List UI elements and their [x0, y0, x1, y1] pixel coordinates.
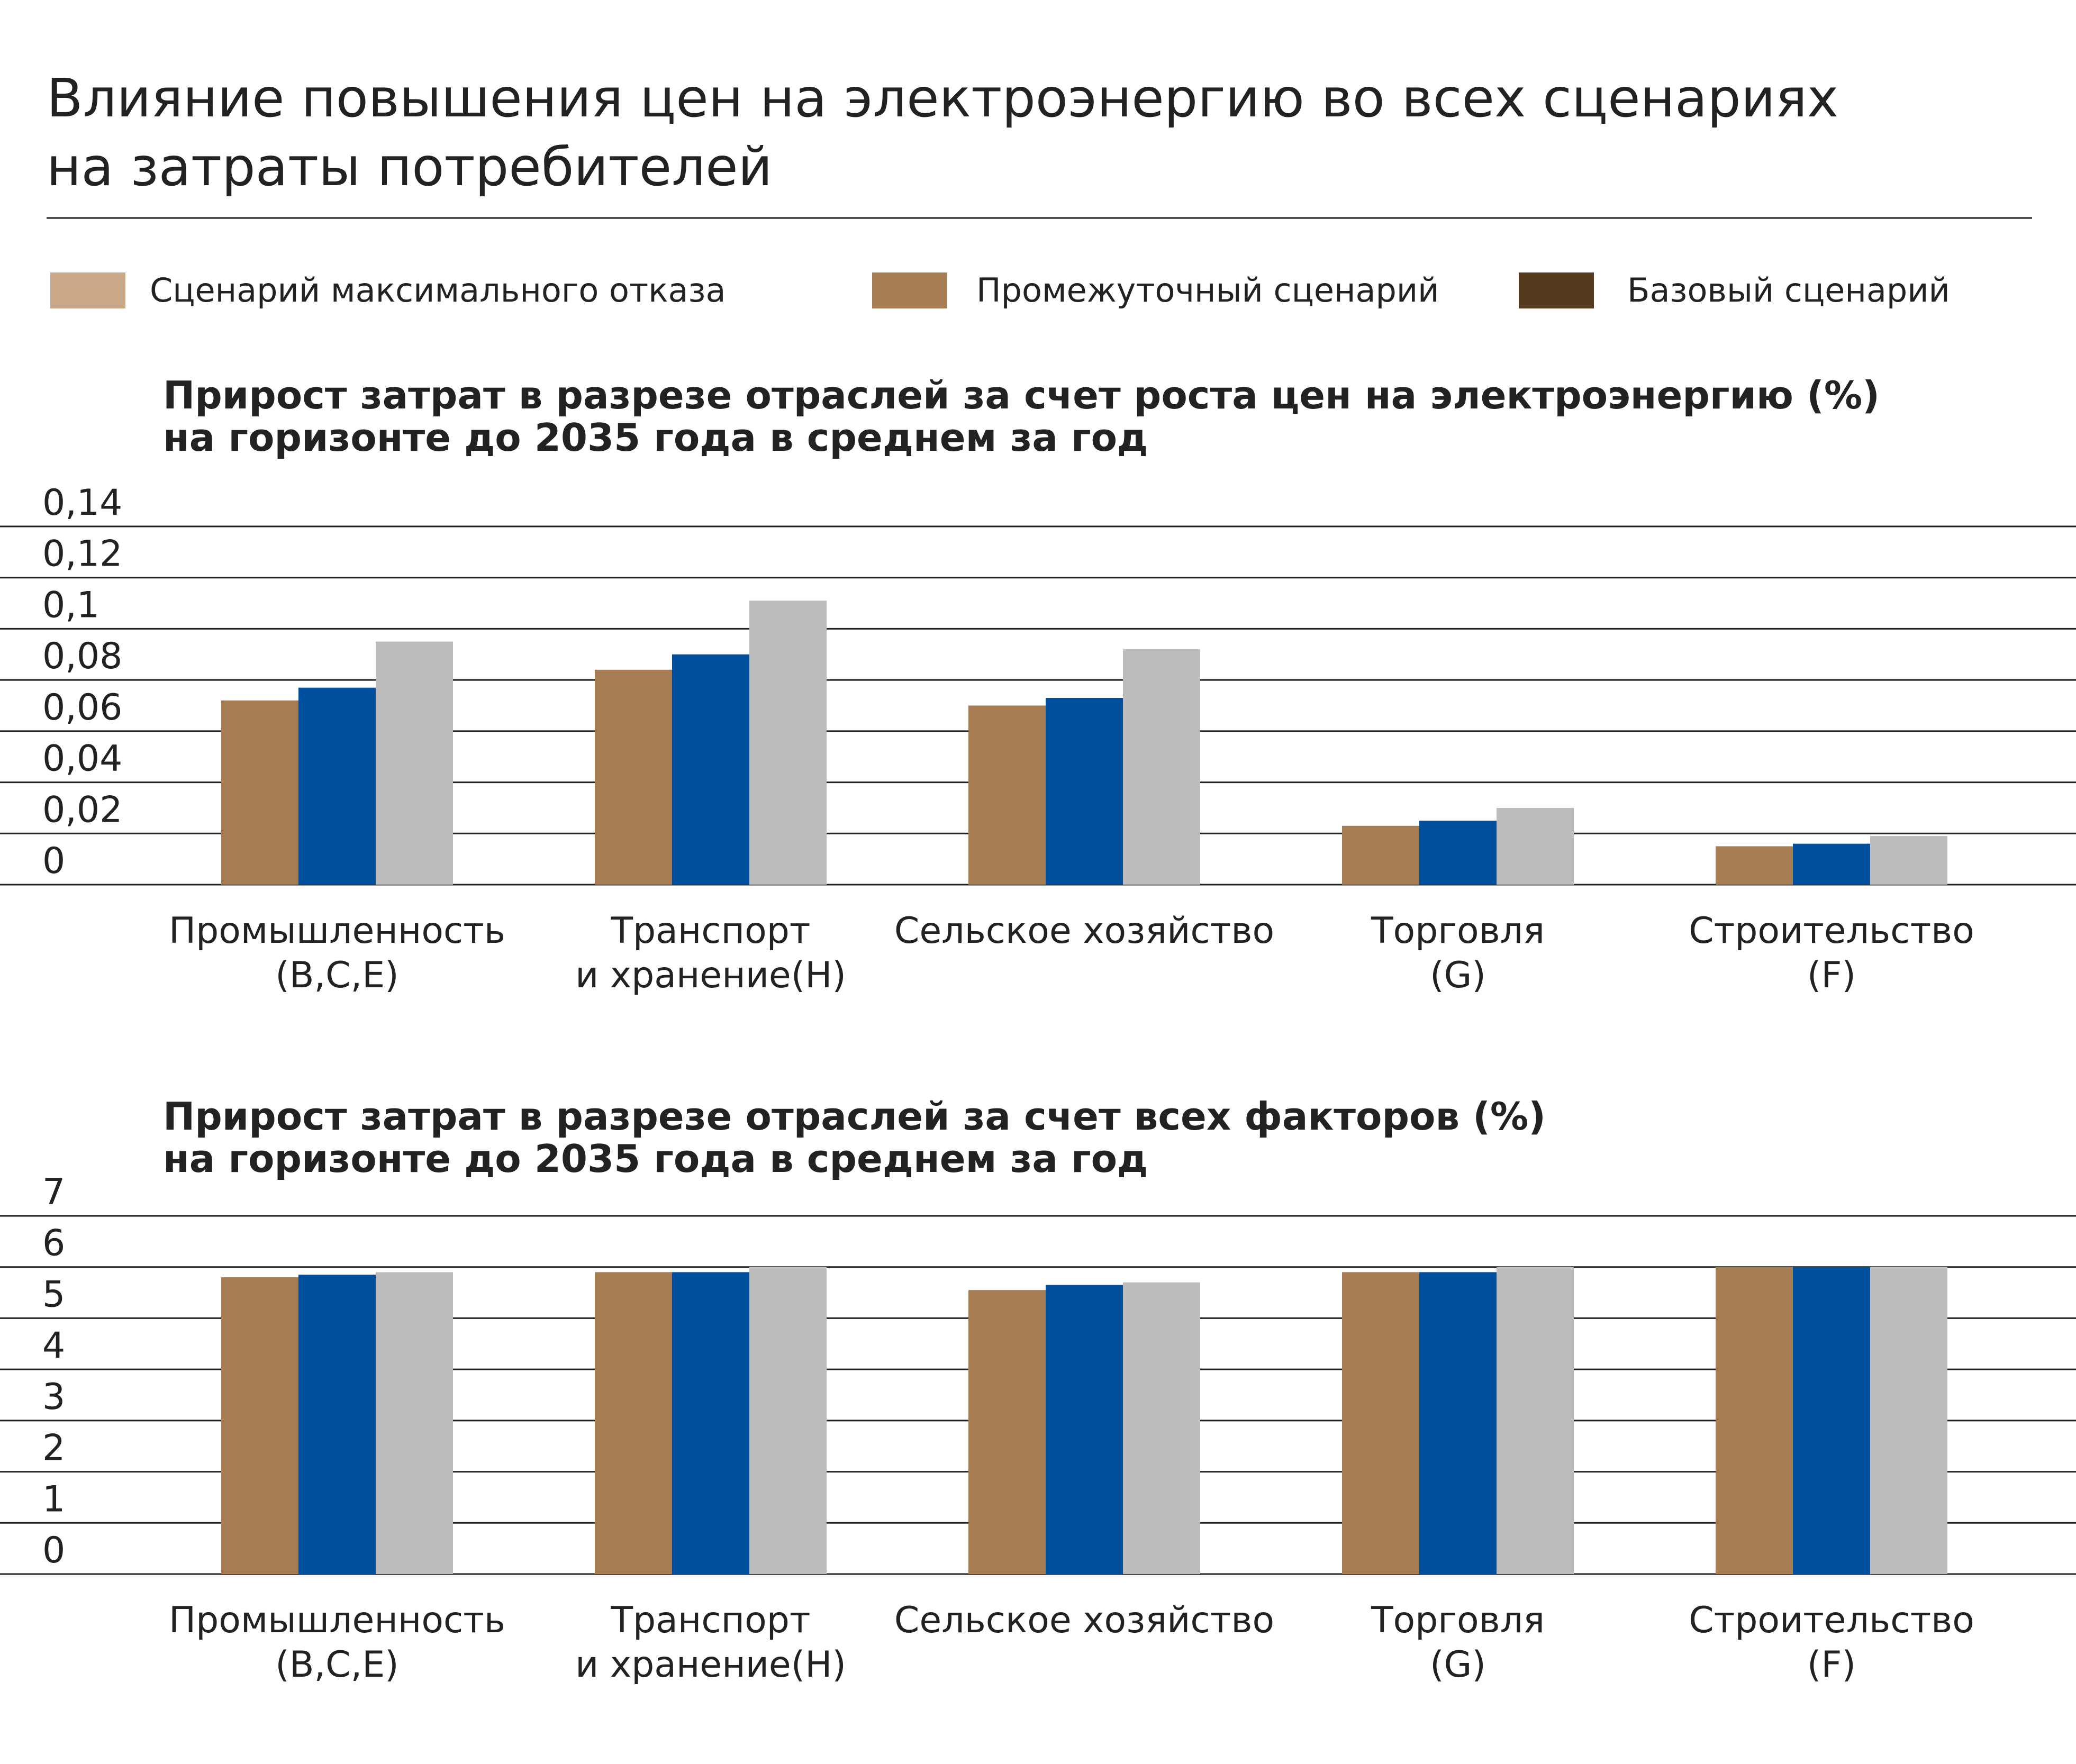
- x-tick-label: Транспорт: [610, 1599, 810, 1641]
- x-tick-label: Промышленность: [169, 910, 505, 952]
- bar: [221, 1277, 298, 1574]
- bar: [1419, 821, 1497, 885]
- x-tick-label: Сельское хозяйство: [894, 910, 1274, 952]
- main-title: Влияние повышения цен на электроэнергию …: [47, 67, 1838, 129]
- x-tick-label: Торговля: [1371, 910, 1545, 952]
- y-tick-label: 6: [42, 1223, 65, 1265]
- legend-swatch: [50, 272, 125, 308]
- bar: [968, 1290, 1046, 1574]
- bar: [1870, 1267, 1947, 1574]
- y-tick-label: 1: [42, 1478, 65, 1520]
- bar: [1497, 807, 1574, 885]
- y-tick-label: 5: [42, 1274, 65, 1315]
- bar: [1123, 1282, 1200, 1574]
- y-tick-label: 0,04: [42, 738, 122, 780]
- legend-swatch: [872, 272, 947, 308]
- x-tick-label: Транспорт: [610, 910, 810, 952]
- y-tick-label: 0: [42, 1530, 65, 1571]
- bar: [749, 601, 827, 885]
- legend-label: Промежуточный сценарий: [976, 271, 1439, 310]
- x-tick-label: (F): [1807, 1644, 1856, 1686]
- y-tick-label: 7: [42, 1171, 65, 1213]
- bar: [376, 641, 453, 885]
- chart-title: Прирост затрат в разрезе отраслей за сче…: [163, 373, 1880, 417]
- bar: [1716, 846, 1793, 885]
- y-tick-label: 2: [42, 1427, 65, 1469]
- bar: [1793, 1267, 1870, 1574]
- bar: [1793, 843, 1870, 885]
- x-tick-label: Торговля: [1371, 1599, 1545, 1641]
- bar: [1419, 1272, 1497, 1574]
- chart-title: на горизонте до 2035 года в среднем за г…: [163, 415, 1148, 460]
- bar: [1342, 825, 1419, 885]
- x-tick-label: Сельское хозяйство: [894, 1599, 1274, 1641]
- chart-title: на горизонте до 2035 года в среднем за г…: [163, 1136, 1148, 1181]
- x-tick-label: (B,C,E): [275, 1644, 398, 1686]
- y-tick-label: 4: [42, 1325, 65, 1367]
- bar: [1342, 1272, 1419, 1574]
- x-tick-label: Промышленность: [169, 1599, 505, 1641]
- bar: [1870, 836, 1947, 885]
- y-tick-label: 0,12: [42, 533, 122, 575]
- bar: [1046, 1285, 1123, 1574]
- y-tick-label: 0,08: [42, 635, 122, 677]
- bar: [595, 1272, 672, 1574]
- bar: [376, 1272, 453, 1574]
- x-tick-label: Строительство: [1689, 1599, 1974, 1641]
- legend-swatch: [1519, 272, 1594, 308]
- bar: [595, 669, 672, 885]
- x-tick-label: (G): [1430, 954, 1486, 996]
- y-tick-label: 3: [42, 1376, 65, 1418]
- chart-title: Прирост затрат в разрезе отраслей за сче…: [163, 1094, 1546, 1139]
- x-tick-label: (B,C,E): [275, 954, 398, 996]
- bar: [221, 700, 298, 885]
- bar: [1123, 649, 1200, 885]
- bar: [1716, 1267, 1793, 1574]
- legend-label: Сценарий максимального отказа: [150, 271, 726, 310]
- bar: [298, 1275, 376, 1574]
- y-tick-label: 0,06: [42, 687, 122, 729]
- y-tick-label: 0: [42, 840, 65, 882]
- y-tick-label: 0,02: [42, 789, 122, 831]
- y-tick-label: 0,14: [42, 482, 122, 524]
- bar: [1046, 697, 1123, 885]
- bar: [1497, 1267, 1574, 1574]
- x-tick-label: Строительство: [1689, 910, 1974, 952]
- bar: [672, 1272, 749, 1574]
- x-tick-label: (F): [1807, 954, 1856, 996]
- x-tick-label: и хранение(H): [575, 1644, 846, 1686]
- bar: [968, 705, 1046, 885]
- main-title: на затраты потребителей: [47, 136, 773, 198]
- y-tick-label: 0,1: [42, 584, 99, 626]
- bar: [672, 654, 749, 885]
- x-tick-label: (G): [1430, 1644, 1486, 1686]
- bar: [298, 687, 376, 885]
- x-tick-label: и хранение(H): [575, 954, 846, 996]
- legend-label: Базовый сценарий: [1627, 271, 1950, 310]
- bar: [749, 1267, 827, 1574]
